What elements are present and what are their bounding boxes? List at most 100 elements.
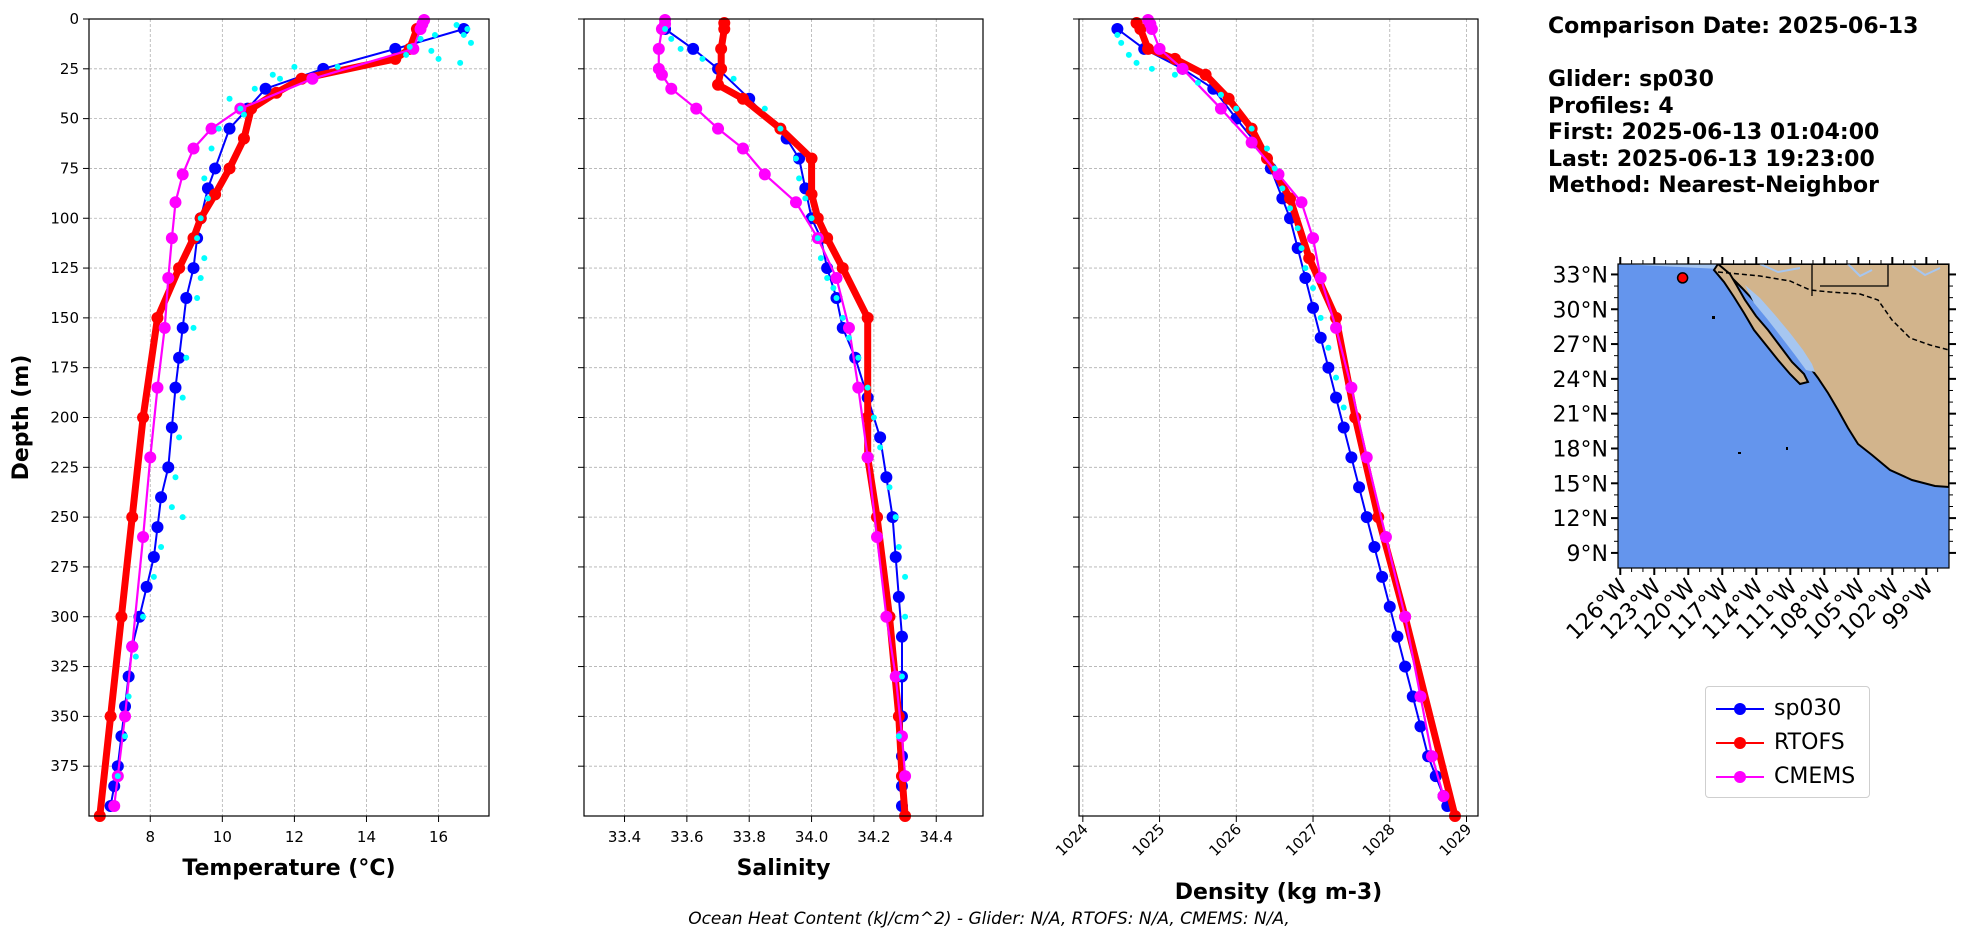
series-point-sp030 <box>223 122 236 135</box>
series-point-sp030 <box>886 511 899 524</box>
y-tick-label: 25 <box>60 60 79 78</box>
series-point-sp030 <box>180 291 193 304</box>
series-point-sp030 <box>162 461 175 474</box>
last-time: Last: 2025-06-13 19:23:00 <box>1548 146 1875 172</box>
y-tick-label: 250 <box>50 508 79 526</box>
x-tick-label: 33.8 <box>733 828 766 846</box>
series-point-cmems <box>205 122 218 135</box>
x-tick-label: 1029 <box>1436 820 1476 860</box>
series-point-cmems <box>652 42 665 55</box>
legend-swatch-icon <box>1716 737 1764 749</box>
series-point-sp030 <box>1345 451 1358 464</box>
glider-profile-point <box>1279 185 1286 192</box>
series-point-sp030 <box>457 22 470 35</box>
series-line-cmems <box>657 20 907 777</box>
series-point-cmems <box>414 22 427 35</box>
series-point-rtofs <box>187 232 200 245</box>
legend-swatch-icon <box>1716 703 1764 715</box>
glider-profile-point <box>1298 245 1305 252</box>
x-tick-label: 34.0 <box>795 828 828 846</box>
series-point-cmems <box>895 730 908 743</box>
series-point-sp030 <box>687 42 700 55</box>
series-point-sp030 <box>1391 630 1404 643</box>
legend-label: CMEMS <box>1774 764 1856 789</box>
series-point-sp030 <box>165 421 178 434</box>
glider-profile-point <box>204 195 211 202</box>
series-point-cmems <box>889 670 902 683</box>
glider-profile-point <box>179 394 186 401</box>
y-tick-label: 225 <box>50 458 79 476</box>
glider-profile-point <box>114 773 121 780</box>
glider-profile-point <box>902 573 909 580</box>
series-point-sp030 <box>1414 720 1427 733</box>
series-point-rtofs <box>805 188 818 201</box>
series-point-cmems <box>176 168 189 181</box>
glider-profile-point <box>668 35 675 42</box>
map-lat-label: 12°N <box>1553 507 1608 532</box>
glider-profile-point <box>833 294 840 301</box>
series-point-sp030 <box>793 152 806 165</box>
series-point-cmems <box>1414 690 1427 703</box>
glider-profile-point <box>194 294 201 301</box>
y-tick-label: 175 <box>50 359 79 377</box>
series-point-rtofs <box>1142 42 1155 55</box>
glider-profile-point <box>1302 265 1309 272</box>
series-point-sp030 <box>1399 660 1412 673</box>
glider-profile-point <box>845 334 852 341</box>
glider-profile-point <box>1133 59 1140 66</box>
ocean-heat-content-note: Ocean Heat Content (kJ/cm^2) - Glider: N… <box>688 909 1290 929</box>
series-point-rtofs <box>209 188 222 201</box>
series-point-rtofs <box>115 610 128 623</box>
glider-profile-point <box>158 544 165 551</box>
glider-profile-point <box>125 693 132 700</box>
glider-profile-point <box>457 59 464 66</box>
glider-profile-point <box>1333 374 1340 381</box>
series-point-cmems <box>1153 42 1166 55</box>
series-point-rtofs <box>836 262 849 275</box>
y-tick-label: 75 <box>60 159 79 177</box>
series-point-rtofs <box>173 262 186 275</box>
glider-profile-point <box>1248 125 1255 132</box>
glider-profile-point <box>226 95 233 102</box>
series-point-cmems <box>306 72 319 85</box>
profile-panel-1: 33.4 33.6 33.8 34.0 34.2 34.4 Salinity <box>578 13 984 881</box>
x-tick-label: 1027 <box>1282 820 1322 860</box>
series-point-sp030 <box>874 431 887 444</box>
glider-profile-point <box>761 105 768 112</box>
comparison-date: Comparison Date: 2025-06-13 <box>1548 14 1919 39</box>
y-tick-label: 200 <box>50 409 79 427</box>
glider-profile-point <box>406 43 413 50</box>
glider-profile-point <box>792 155 799 162</box>
profile-panel-2: 1024 1025 1026 1027 1028 1029 Density (kg m-3) <box>1052 13 1479 905</box>
glider-profile-point <box>215 125 222 132</box>
series-point-sp030 <box>176 321 189 334</box>
y-axis-label: Depth (m) <box>9 355 34 481</box>
series-point-rtofs <box>871 511 884 524</box>
glider-profile-point <box>201 255 208 262</box>
glider-profile-point <box>168 504 175 511</box>
glider-profile-point <box>1271 165 1278 172</box>
map-lat-label: 30°N <box>1553 298 1608 323</box>
map-gulf-of-california <box>1745 285 1815 372</box>
glider-profile-point <box>662 25 669 32</box>
glider-profile-point <box>886 484 893 491</box>
profile-panel-0: 0 25 50 75 100 125 150 175 200 225 250 275 300 325 350… <box>9 10 490 881</box>
glider-profile-point <box>699 55 706 62</box>
x-axis-label: Salinity <box>737 856 831 881</box>
glider-name: Glider: sp030 <box>1548 67 1714 92</box>
glider-profile-point <box>194 235 201 242</box>
x-tick-label: 8 <box>145 828 155 846</box>
series-point-rtofs <box>805 152 818 165</box>
glider-profile-point <box>172 474 179 481</box>
series-point-sp030 <box>1111 22 1124 35</box>
glider-profile-point <box>176 434 183 441</box>
location-map: 33°N30°N27°N24°N21°N18°N15°N12°N9°N126°W… <box>1553 257 1956 645</box>
glider-profile-point <box>824 275 831 282</box>
glider-profile-point <box>431 31 438 38</box>
glider-profile-point <box>839 314 846 321</box>
glider-profile-point <box>453 21 460 28</box>
series-point-cmems <box>1245 136 1258 149</box>
map-lat-label: 18°N <box>1553 437 1608 462</box>
x-tick-label: 1028 <box>1359 820 1399 860</box>
series-point-rtofs <box>715 42 728 55</box>
